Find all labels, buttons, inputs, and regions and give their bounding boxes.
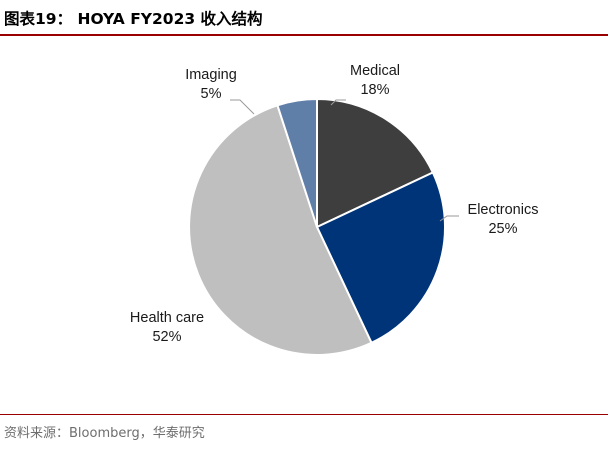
figure-title: 图表19： HOYA FY2023 收入结构 — [4, 10, 263, 28]
imaging-leader-line — [230, 99, 255, 115]
leader-lines — [230, 99, 459, 222]
medical-leader-line — [330, 99, 346, 106]
slice-name-health-care: Health care — [130, 310, 204, 326]
footer-divider — [0, 414, 608, 415]
slice-name-medical: Medical — [350, 63, 400, 79]
electronics-leader-line — [439, 215, 459, 222]
slice-labels: Medical 18% Electronics 25% Health care … — [130, 63, 539, 345]
slice-name-imaging: Imaging — [185, 67, 237, 83]
pie-slice-medical — [316, 98, 434, 228]
pie-slice-imaging — [276, 98, 318, 228]
pie-chart: Medical 18% Electronics 25% Health care … — [130, 63, 539, 356]
pie-slice-electronics — [316, 171, 446, 344]
slice-value-electronics: 25% — [488, 221, 517, 237]
slice-value-health-care: 52% — [152, 329, 181, 345]
slice-value-imaging: 5% — [201, 86, 222, 102]
source-note: 资料来源：Bloomberg，华泰研究 — [4, 426, 205, 441]
slice-value-medical: 18% — [360, 82, 389, 98]
slice-name-electronics: Electronics — [468, 202, 539, 218]
pie-slice-health-care — [188, 104, 373, 356]
figure-header: 图表19： HOYA FY2023 收入结构 — [0, 0, 608, 36]
pie-slices — [188, 98, 446, 356]
